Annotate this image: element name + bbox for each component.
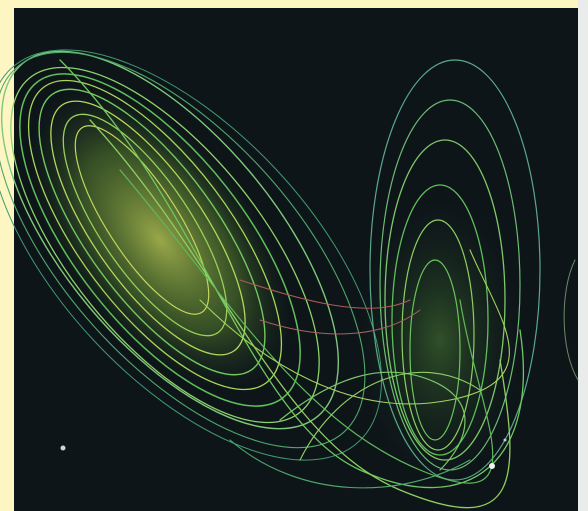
crossing-loops	[59, 59, 525, 509]
right-edge	[578, 0, 588, 511]
loop	[401, 219, 475, 451]
left-lobe-glow	[28, 90, 292, 390]
loop	[74, 125, 210, 315]
loop	[384, 139, 506, 461]
loop	[0, 51, 366, 449]
left-lobe-loops	[0, 49, 382, 461]
loop	[50, 100, 246, 356]
loop	[0, 49, 382, 461]
loop	[279, 371, 466, 471]
loop	[27, 79, 283, 391]
loop	[10, 66, 320, 424]
loop	[59, 59, 525, 488]
loop	[199, 249, 510, 405]
loop	[38, 88, 266, 376]
speck	[60, 445, 66, 451]
loop	[239, 279, 411, 309]
loop	[119, 169, 494, 484]
loop	[299, 371, 481, 461]
loop	[62, 113, 228, 337]
loop	[409, 259, 461, 441]
loop	[369, 59, 541, 481]
edge-curve	[563, 259, 579, 381]
speck	[489, 463, 495, 469]
loop	[391, 184, 489, 456]
loop	[19, 73, 301, 407]
speck	[503, 438, 507, 442]
loop	[89, 119, 511, 509]
loop	[229, 439, 471, 489]
right-lobe-glow	[360, 200, 520, 480]
loop	[259, 309, 421, 335]
